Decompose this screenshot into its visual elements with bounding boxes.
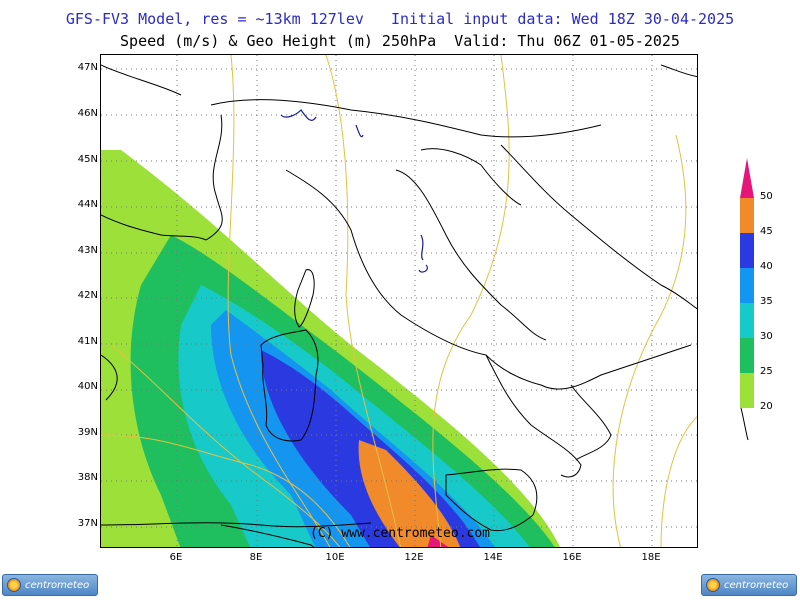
band-50-plus: [427, 535, 449, 547]
legend-label-45: 45: [760, 226, 773, 237]
legend-label-35: 35: [760, 296, 773, 307]
lon-label-12e: 12E: [404, 552, 424, 563]
legend-top-arrow: [740, 158, 754, 198]
lat-label-42: 42N: [77, 290, 98, 301]
legend-label-30: 30: [760, 331, 773, 342]
legend-bottom-tail: [740, 408, 749, 441]
field-title: Speed (m/s) & Geo Height (m) 250hPa Vali…: [120, 32, 680, 50]
lat-label-40: 40N: [77, 381, 98, 392]
legend-label-25: 25: [760, 366, 773, 377]
lat-label-41: 41N: [77, 336, 98, 347]
lat-label-38: 38N: [77, 472, 98, 483]
band-45-50: [358, 440, 461, 547]
legend-box-20-25: [740, 373, 754, 408]
legend-box-30-35: [740, 303, 754, 338]
lat-label-47: 47N: [77, 62, 98, 73]
lat-label-37: 37N: [77, 518, 98, 529]
legend-box-45-50: [740, 198, 754, 233]
map-panel: [100, 54, 698, 548]
sicily-outline: [445, 468, 538, 532]
legend-box-35-40: [740, 268, 754, 303]
legend-box-40-45: [740, 233, 754, 268]
lat-label-45: 45N: [77, 154, 98, 165]
lon-label-6e: 6E: [169, 552, 183, 563]
lat-label-46: 46N: [77, 108, 98, 119]
centrometeo-logo-right[interactable]: centrometeo: [701, 574, 797, 596]
speed-legend: 50 45 40 35 30 25 20: [740, 158, 800, 448]
map-credit: (C) www.centrometeo.com: [310, 526, 491, 541]
logo-globe-icon: [706, 578, 720, 592]
lon-label-16e: 16E: [562, 552, 582, 563]
lon-label-8e: 8E: [249, 552, 263, 563]
legend-box-25-30: [740, 338, 754, 373]
weather-map: [101, 55, 697, 547]
logo-text-right: centrometeo: [724, 579, 789, 591]
model-title: GFS-FV3 Model, res = ~13km 127lev Initia…: [65, 10, 735, 28]
legend-label-40: 40: [760, 261, 773, 272]
lon-label-10e: 10E: [325, 552, 345, 563]
coastlines: [101, 64, 697, 547]
centrometeo-logo-left[interactable]: centrometeo: [2, 574, 98, 596]
lat-label-39: 39N: [77, 427, 98, 438]
logo-globe-icon: [7, 578, 21, 592]
corsica-outline: [294, 269, 315, 328]
lon-label-14e: 14E: [483, 552, 503, 563]
logo-text-left: centrometeo: [25, 579, 90, 591]
lon-label-18e: 18E: [641, 552, 661, 563]
lat-label-44: 44N: [77, 199, 98, 210]
lakes: [280, 109, 428, 273]
lat-label-43: 43N: [77, 245, 98, 256]
sardinia-outline: [260, 329, 319, 442]
height-contours: [101, 55, 697, 547]
legend-label-50: 50: [760, 191, 773, 202]
legend-label-20: 20: [760, 401, 773, 412]
